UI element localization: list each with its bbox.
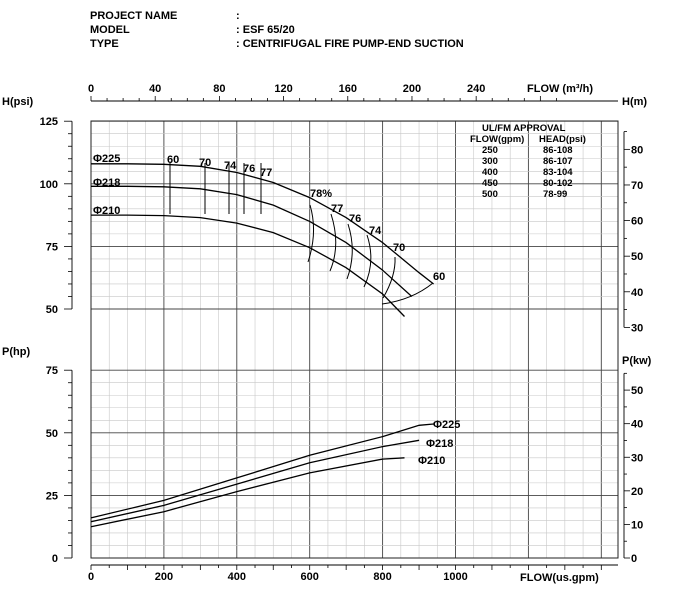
left-head-axis-tick-label: 125 [40, 116, 58, 128]
approval-head-1: 86-107 [543, 156, 573, 167]
bottom-axis-tick-label: 600 [301, 571, 319, 583]
bottom-axis-tick-label: 800 [373, 571, 391, 583]
head-curve-label: Φ218 [93, 177, 120, 189]
type-value: : CENTRIFUGAL FIRE PUMP-END SUCTION [236, 38, 464, 50]
approval-col-flow: FLOW(gpm) [470, 134, 524, 145]
approval-title: UL/FM APPROVAL [482, 123, 566, 134]
approval-col-head: HEAD(psi) [539, 134, 586, 145]
top-axis-tick-label: 160 [339, 83, 357, 95]
approval-flow-2: 400 [482, 167, 498, 178]
y-axis-label-head-psi: H(psi) [2, 96, 34, 108]
efficiency-label: 77 [331, 203, 343, 215]
plot-frame [90, 120, 619, 559]
top-axis-tick-label: 80 [213, 83, 225, 95]
head-curve-1 [91, 185, 413, 297]
efficiency-label: 76 [349, 213, 361, 225]
approval-flow-0: 250 [482, 145, 498, 156]
model-label: MODEL [90, 24, 130, 36]
bottom-axis-tick-label: 200 [155, 571, 173, 583]
approval-flow-3: 450 [482, 178, 498, 189]
y-axis-label-power-hp: P(hp) [2, 346, 30, 358]
right-head-axis-tick-label: 50 [631, 251, 643, 263]
power-curve-label: Φ218 [426, 438, 453, 450]
right-head-axis-tick-label: 80 [631, 144, 643, 156]
approval-head-4: 78-99 [543, 189, 567, 200]
approval-head-0: 86-108 [543, 145, 573, 156]
right-power-axis-tick-label: 30 [631, 452, 643, 464]
efficiency-line-right [382, 256, 396, 299]
bottom-axis-tick-label: 0 [88, 571, 94, 583]
y-axis-label-head-m: H(m) [622, 96, 647, 108]
head-curve-label: Φ210 [93, 205, 120, 217]
model-text: ESF 65/20 [242, 24, 295, 36]
left-head-axis-tick-label: 75 [46, 241, 58, 253]
top-axis-tick-label: 240 [467, 83, 485, 95]
right-head-axis-tick-label: 40 [631, 287, 643, 299]
left-power-axis-tick-label: 25 [46, 490, 58, 502]
power-curve-2 [90, 457, 405, 528]
left-power-axis-tick-label: 0 [52, 553, 58, 565]
top-axis-label: FLOW (m³/h) [527, 83, 593, 95]
efficiency-label: 70 [199, 157, 211, 169]
top-axis-tick-label: 40 [149, 83, 161, 95]
efficiency-line-right [346, 223, 353, 280]
series-layer [90, 163, 434, 528]
efficiency-label: 74 [224, 160, 237, 172]
efficiency-line-right [329, 213, 337, 272]
efficiency-label: 78% [310, 188, 332, 200]
project-name-value: : [236, 10, 240, 22]
power-curve-0 [90, 423, 434, 519]
left-power-axis-tick-label: 75 [46, 365, 58, 377]
efficiency-label: 74 [369, 225, 382, 237]
head-curve-label: Φ225 [93, 153, 120, 165]
top-axis-tick-label: 120 [274, 83, 292, 95]
bottom-axis-tick-label: 1000 [443, 571, 467, 583]
x-axis-label: FLOW(us.gpm) [520, 572, 599, 584]
power-curve-label: Φ210 [418, 455, 445, 467]
approval-head-2: 83-104 [543, 167, 573, 178]
grid-layer [90, 120, 619, 559]
left-head-axis-tick-label: 50 [46, 304, 58, 316]
type-label: TYPE [90, 38, 119, 50]
label-layer: Φ225 Φ218 Φ210 Φ225 Φ218 Φ210 60 70 74 76 77 78% 77 7… [93, 153, 460, 467]
right-power-axis-tick-label: 20 [631, 486, 643, 498]
efficiency-label: 77 [260, 167, 272, 179]
left-power-axis-tick-label: 50 [46, 428, 58, 440]
efficiency-label: 60 [433, 271, 445, 283]
type-text: CENTRIFUGAL FIRE PUMP-END SUCTION [242, 38, 464, 50]
right-power-axis-tick-label: 50 [631, 385, 643, 397]
project-name-label: PROJECT NAME [90, 10, 178, 22]
efficiency-label: 70 [393, 242, 405, 254]
model-value: : ESF 65/20 [236, 24, 295, 36]
right-power-axis-tick-label: 40 [631, 419, 643, 431]
top-axis-tick-label: 0 [88, 83, 94, 95]
right-power-axis-tick-label: 0 [631, 553, 637, 565]
right-head-axis-tick-label: 70 [631, 180, 643, 192]
approval-flow-4: 500 [482, 189, 498, 200]
efficiency-label: 76 [243, 163, 255, 175]
efficiency-label: 60 [167, 154, 179, 166]
power-curve-label: Φ225 [433, 419, 460, 431]
right-head-axis-tick-label: 30 [631, 322, 643, 334]
head-curve-0 [91, 163, 434, 285]
efficiency-line-right [363, 234, 372, 288]
left-head-axis-tick-label: 100 [40, 179, 58, 191]
approval-head-3: 80-102 [543, 178, 573, 189]
y-axis-label-power-kw: P(kw) [622, 355, 652, 367]
top-axis-tick-label: 200 [403, 83, 421, 95]
approval-flow-1: 300 [482, 156, 498, 167]
bottom-axis-tick-label: 400 [228, 571, 246, 583]
efficiency-line-right [381, 282, 434, 305]
power-curve-1 [90, 439, 420, 523]
right-head-axis-tick-label: 60 [631, 216, 643, 228]
right-power-axis-tick-label: 10 [631, 519, 643, 531]
head-curve-2 [91, 214, 405, 317]
efficiency-line-right [307, 204, 314, 263]
